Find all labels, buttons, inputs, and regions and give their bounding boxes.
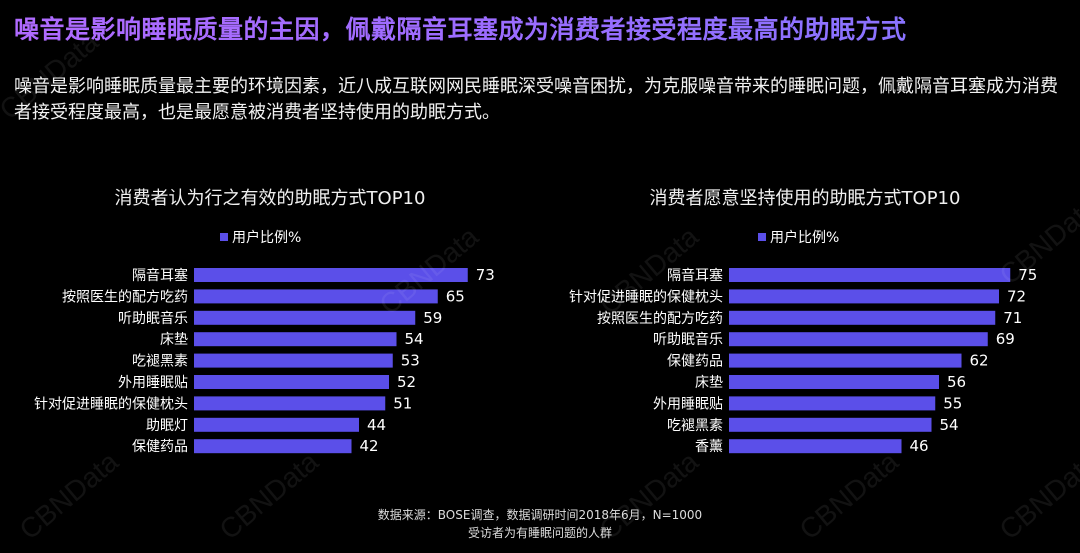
- legend: 用户比例%: [758, 227, 839, 247]
- source-line: 受访者为有睡眠问题的人群: [467, 526, 612, 540]
- category-label: 按照医生的配方吃药: [597, 311, 723, 327]
- bar: [729, 268, 1011, 282]
- value-label: 55: [943, 394, 962, 412]
- legend-swatch: [758, 233, 766, 241]
- legend-label: 用户比例%: [770, 230, 840, 246]
- category-label: 隔音耳塞: [132, 267, 188, 284]
- bar: [194, 353, 393, 368]
- value-label: 75: [1018, 266, 1037, 284]
- bar-chart-persist: 隔音耳塞 75 针对促进睡眠的保健枕头 72 按照医生的配方吃药 71 听助眠音乐 69 保健药…: [569, 266, 1037, 455]
- category-label: 外用睡眠贴: [653, 396, 723, 412]
- bar: [729, 332, 988, 347]
- category-label: 吃褪黑素: [132, 354, 188, 370]
- bar: [194, 417, 359, 432]
- bar-chart-effective: 隔音耳塞 73 按照医生的配方吃药 65 听助眠音乐 59 床垫 54 吃褪黑素 53 外用睡眠贴 5…: [34, 266, 495, 455]
- category-label: 香薰: [695, 439, 723, 455]
- bar: [194, 332, 397, 347]
- category-label: 按照医生的配方吃药: [62, 289, 188, 305]
- category-label: 助眠灯: [146, 418, 188, 434]
- bar: [729, 353, 962, 368]
- source-line: 数据来源：BOSE调查，数据调研时间2018年6月，N=1000: [377, 508, 703, 522]
- bar: [194, 375, 389, 389]
- value-label: 69: [996, 330, 1015, 348]
- value-label: 59: [423, 309, 442, 327]
- chart-title: 消费者认为行之有效的助眠方式TOP10: [114, 188, 426, 209]
- legend-label: 用户比例%: [232, 230, 302, 246]
- category-label: 针对促进睡眠的保健枕头: [569, 289, 723, 305]
- value-label: 54: [940, 416, 959, 434]
- category-label: 针对促进睡眠的保健枕头: [34, 396, 188, 412]
- value-label: 65: [446, 287, 465, 305]
- value-label: 44: [367, 416, 386, 434]
- chart-effective: 消费者认为行之有效的助眠方式TOP10 用户比例% 隔音耳塞 73 按照医生的配方吃…: [10, 180, 530, 480]
- category-label: 吃褪黑素: [667, 418, 723, 434]
- bar: [729, 310, 996, 325]
- legend: 用户比例%: [220, 227, 301, 247]
- category-label: 外用睡眠贴: [118, 375, 188, 391]
- chart-title: 消费者愿意坚持使用的助眠方式TOP10: [649, 188, 961, 209]
- bar: [729, 396, 936, 411]
- bar: [194, 310, 416, 325]
- bar: [729, 417, 932, 432]
- category-label: 床垫: [695, 375, 723, 391]
- bar: [729, 439, 902, 454]
- bar: [194, 268, 468, 282]
- value-label: 73: [476, 266, 495, 284]
- value-label: 62: [970, 352, 989, 370]
- value-label: 42: [360, 437, 379, 455]
- chart-persist: 消费者愿意坚持使用的助眠方式TOP10 用户比例% 隔音耳塞 75 针对促进睡眠的保…: [545, 180, 1065, 480]
- bar: [194, 396, 386, 411]
- category-label: 听助眠音乐: [653, 331, 723, 348]
- value-label: 72: [1007, 287, 1026, 305]
- value-label: 46: [910, 437, 929, 455]
- bar: [194, 289, 438, 304]
- legend-swatch: [220, 233, 228, 241]
- category-label: 保健药品: [667, 354, 723, 370]
- bar: [729, 375, 939, 389]
- bar: [194, 439, 352, 454]
- value-label: 52: [397, 373, 416, 391]
- category-label: 隔音耳塞: [667, 267, 723, 284]
- category-label: 保健药品: [132, 439, 188, 455]
- page-title: 噪音是影响睡眠质量的主因，佩戴隔音耳塞成为消费者接受程度最高的助眠方式: [14, 10, 907, 46]
- category-label: 听助眠音乐: [118, 310, 188, 327]
- value-label: 51: [393, 394, 412, 412]
- value-label: 53: [401, 352, 420, 370]
- intro-text: 噪音是影响睡眠质量最主要的环境因素，近八成互联网网民睡眠深受噪音困扰，为克服噪音…: [14, 76, 1058, 123]
- bar: [729, 289, 999, 304]
- value-label: 71: [1003, 309, 1022, 327]
- value-label: 54: [405, 330, 424, 348]
- value-label: 56: [947, 373, 966, 391]
- category-label: 床垫: [160, 332, 188, 348]
- source-note: 数据来源：BOSE调查，数据调研时间2018年6月，N=1000 受访者为有睡眠…: [0, 506, 1080, 542]
